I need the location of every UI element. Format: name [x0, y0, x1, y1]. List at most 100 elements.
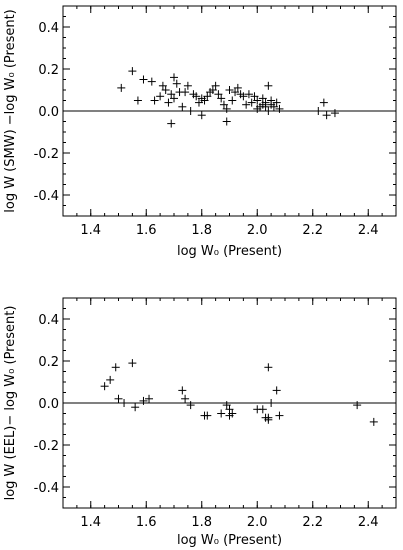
data-point — [197, 111, 206, 120]
data-point — [231, 88, 240, 97]
x-tick-label: 2.0 — [247, 223, 268, 238]
data-point — [314, 107, 323, 115]
x-tick-label: 2.4 — [358, 223, 379, 238]
data-point — [186, 401, 195, 410]
data-point — [158, 81, 167, 90]
data-point — [120, 399, 129, 407]
data-point — [267, 399, 276, 407]
data-point — [133, 96, 142, 105]
data-point — [225, 86, 234, 94]
data-point — [139, 396, 148, 405]
data-point — [217, 409, 226, 418]
data-point — [186, 107, 195, 115]
data-point — [222, 117, 231, 126]
x-axis-label-bottom: log W₀ (Present) — [177, 533, 282, 548]
data-point — [272, 98, 281, 107]
data-point — [211, 81, 220, 90]
data-point — [114, 394, 123, 403]
data-point — [267, 96, 276, 105]
y-tick-label: -0.2 — [34, 439, 59, 454]
y-tick-label: 0.0 — [38, 105, 59, 120]
data-point — [217, 94, 226, 103]
data-point — [106, 375, 115, 384]
y-tick-label: -0.2 — [34, 147, 59, 162]
data-point — [219, 100, 228, 109]
data-point — [258, 405, 267, 414]
data-point — [244, 90, 253, 99]
data-point — [128, 359, 137, 368]
data-point — [203, 411, 212, 420]
data-point — [222, 401, 231, 410]
y-tick-label: 0.4 — [38, 21, 59, 36]
x-tick-label: 2.4 — [358, 515, 379, 530]
y-tick-label: 0.2 — [38, 63, 59, 78]
data-point — [111, 363, 120, 372]
data-point — [170, 94, 178, 103]
data-points-bottom — [100, 359, 378, 426]
data-point — [239, 92, 248, 101]
data-point — [228, 409, 237, 418]
data-point — [150, 96, 159, 105]
data-point — [172, 79, 181, 88]
data-point — [275, 411, 284, 420]
data-point — [178, 386, 187, 395]
data-point — [117, 83, 126, 92]
data-point — [145, 394, 154, 403]
data-point — [275, 104, 284, 113]
y-tick-label: -0.4 — [34, 481, 59, 496]
data-point — [264, 107, 273, 115]
x-tick-label: 2.2 — [302, 515, 323, 530]
data-point — [253, 96, 262, 105]
data-point — [170, 73, 178, 82]
data-point — [261, 102, 270, 111]
data-point — [194, 98, 203, 107]
data-point — [192, 92, 201, 101]
y-axis-label-top: log W (SMW) −log W₀ (Present) — [3, 9, 18, 213]
data-point — [181, 88, 190, 97]
x-tick-label: 1.8 — [191, 515, 212, 530]
data-point — [264, 363, 273, 372]
data-point — [250, 92, 259, 101]
data-point — [264, 81, 273, 90]
data-point — [369, 417, 378, 426]
x-tick-label: 2.2 — [302, 223, 323, 238]
data-point — [167, 90, 176, 99]
data-point — [214, 90, 223, 99]
x-tick-label: 1.4 — [80, 515, 101, 530]
data-point — [247, 98, 256, 107]
y-axis-label-bottom: log W (EEL)− log W₀ (Present) — [3, 306, 18, 501]
data-point — [156, 92, 165, 101]
data-point — [164, 98, 173, 107]
data-point — [222, 104, 231, 113]
data-point — [100, 382, 109, 391]
data-point — [131, 403, 140, 412]
data-point — [228, 96, 237, 105]
y-tick-label: 0.0 — [38, 397, 59, 412]
data-point — [272, 386, 281, 395]
data-point — [203, 92, 212, 101]
x-tick-label: 2.0 — [247, 515, 268, 530]
data-point — [353, 401, 362, 410]
x-tick-label: 1.6 — [136, 515, 157, 530]
ticks-top: 1.4 1.6 1.8 2.0 2.2 2.4 -0.4 -0.2 0.0 0.2 0.4 — [34, 5, 397, 238]
data-point — [181, 394, 190, 403]
y-tick-label: 0.4 — [38, 313, 59, 328]
data-point — [330, 109, 339, 118]
data-point — [178, 102, 187, 111]
x-tick-label: 1.6 — [136, 223, 157, 238]
data-point — [161, 86, 170, 94]
data-point — [264, 413, 273, 422]
data-point — [147, 77, 156, 86]
data-point — [322, 111, 331, 120]
y-tick-label: -0.4 — [34, 189, 59, 204]
data-point — [319, 98, 328, 107]
y-tick-label: 0.2 — [38, 355, 59, 370]
data-point — [167, 119, 176, 128]
bottom-panel-eel: 1.4 1.6 1.8 2.0 2.2 2.4 -0.4 -0.2 0.0 0.2 0.4 log … — [3, 297, 397, 548]
data-point — [242, 100, 251, 109]
top-panel-smw: 1.4 1.6 1.8 2.0 2.2 2.4 -0.4 -0.2 0.0 0.2 0.4 log … — [3, 5, 397, 259]
x-axis-label-top: log W₀ (Present) — [177, 244, 282, 259]
data-point — [183, 81, 192, 90]
x-tick-label: 1.8 — [191, 223, 212, 238]
x-tick-label: 1.4 — [80, 223, 101, 238]
